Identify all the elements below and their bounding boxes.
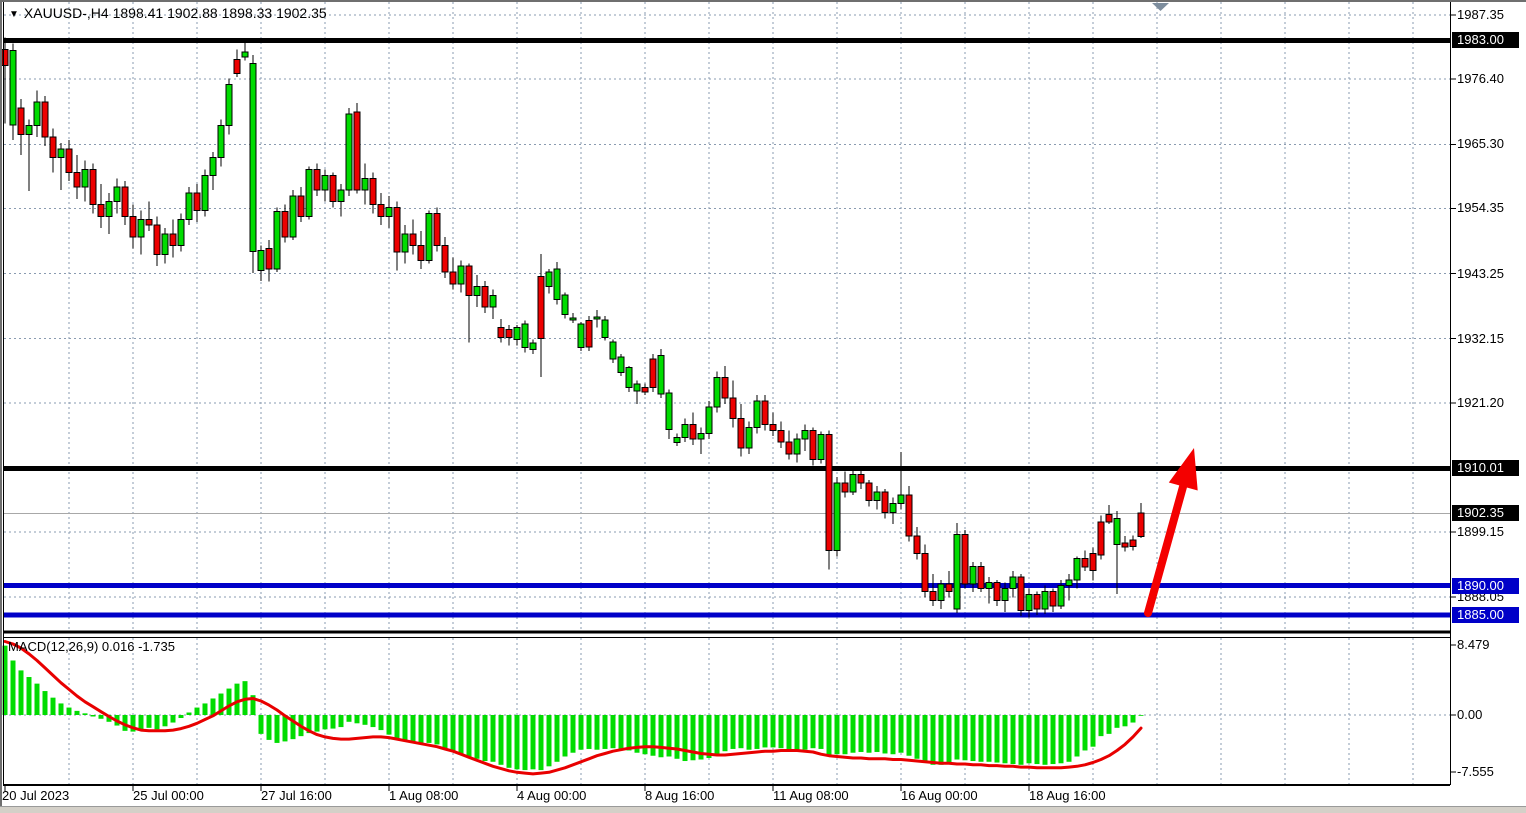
price-tick-label: 1943.25: [1457, 266, 1504, 281]
trend-arrow-shaft[interactable]: [1144, 472, 1190, 617]
level-lines: [4, 37, 1450, 618]
price-tick-label: 1899.15: [1457, 524, 1504, 539]
annotations: [1144, 3, 1198, 617]
price-tick-label: 1976.40: [1457, 71, 1504, 86]
price-level-badge: 1890.00: [1452, 578, 1519, 594]
price-tick-label: 1965.30: [1457, 136, 1504, 151]
time-tick-label: 4 Aug 00:00: [517, 788, 587, 803]
time-tick-label: 25 Jul 00:00: [133, 788, 204, 803]
time-axis[interactable]: 20 Jul 2023 25 Jul 00:00 27 Jul 16:00 1 Aug…: [0, 788, 1450, 808]
time-tick-label: 11 Aug 08:00: [773, 788, 849, 803]
price-axis[interactable]: 1987.35 1976.40 1965.30 1954.35 1943.25 1932.…: [1450, 0, 1526, 813]
macd-signal-line: [3, 640, 1143, 776]
price-tick-label: 1987.35: [1457, 7, 1504, 22]
macd-histogram: [2, 645, 1144, 771]
macd-scale-label: 8.479: [1457, 637, 1490, 652]
price-tick-label: 1932.15: [1457, 331, 1504, 346]
time-tick-label: 18 Aug 16:00: [1029, 788, 1106, 803]
macd-indicator-label: MACD(12,26,9) 0.016 -1.735: [8, 639, 175, 654]
candles: [1, 37, 1145, 618]
price-tick-label: 1954.35: [1457, 200, 1504, 215]
axis-ticks: [4, 14, 1456, 791]
price-level-badge: 1983.00: [1452, 32, 1519, 48]
price-level-badge: 1910.01: [1452, 460, 1519, 476]
time-tick-label: 1 Aug 08:00: [389, 788, 459, 803]
trend-arrow-head[interactable]: [1168, 448, 1198, 491]
price-level-badge: 1902.35: [1452, 505, 1519, 521]
time-tick-label: 27 Jul 16:00: [261, 788, 332, 803]
chart-shift-marker[interactable]: [1152, 3, 1169, 11]
macd-scale-label: -7.555: [1457, 764, 1494, 779]
chart-title-bar: ▼ XAUUSD-,H4 1898.41 1902.88 1898.33 1902…: [9, 5, 327, 21]
chevron-down-icon[interactable]: ▼: [9, 9, 19, 20]
price-tick-label: 1921.20: [1457, 395, 1504, 410]
time-tick-label: 20 Jul 2023: [2, 788, 70, 803]
time-tick-label: 8 Aug 16:00: [645, 788, 715, 803]
window-bottom-edge: [0, 806, 1526, 813]
price-level-badge: 1885.00: [1452, 607, 1519, 623]
time-tick-label: 16 Aug 00:00: [901, 788, 978, 803]
chart-title: XAUUSD-,H4 1898.41 1902.88 1898.33 1902.…: [23, 5, 327, 21]
macd-scale-label: 0.00: [1457, 707, 1483, 722]
